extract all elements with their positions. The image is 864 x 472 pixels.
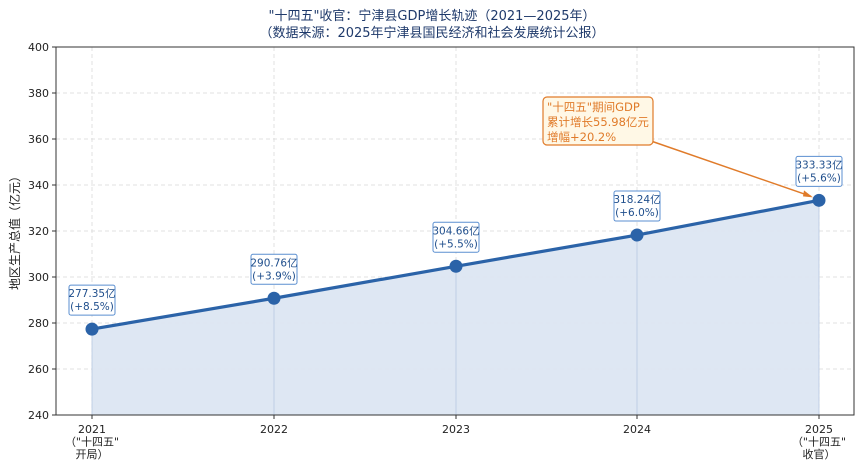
y-tick-label: 280	[28, 317, 49, 330]
data-label-box	[250, 253, 298, 285]
data-label-text: (+3.9%)	[252, 270, 296, 282]
x-tick-label: 2023	[442, 423, 470, 436]
data-label-text: 318.24亿	[613, 193, 660, 206]
data-label-text: (+6.0%)	[615, 207, 659, 219]
data-label: 304.66亿(+5.5%)	[432, 221, 480, 253]
data-label: 277.35亿(+8.5%)	[68, 284, 116, 316]
y-axis-label: 地区生产总值（亿元）	[7, 170, 22, 290]
y-tick-label: 400	[28, 41, 49, 54]
chart-title: "十四五"收官：宁津县GDP增长轨迹（2021—2025年）	[268, 8, 595, 24]
data-point	[630, 228, 644, 242]
y-tick-label: 360	[28, 133, 49, 146]
x-tick-label: 2021 （"十四五"开局）	[65, 423, 119, 461]
data-label-box	[795, 155, 843, 187]
data-label-box	[432, 221, 480, 253]
y-tick-label: 240	[28, 409, 49, 422]
annotation-arrow	[650, 140, 812, 198]
annotation-box	[542, 96, 654, 146]
data-label: 318.24亿(+6.0%)	[613, 190, 661, 222]
data-point	[449, 259, 463, 273]
data-label-text: (+5.5%)	[434, 238, 478, 250]
data-label-text: 277.35亿	[68, 287, 115, 300]
y-tick-label: 320	[28, 225, 49, 238]
y-tick-label: 340	[28, 179, 49, 192]
y-tick-label: 300	[28, 271, 49, 284]
x-tick-label: 2022	[260, 423, 288, 436]
data-label-text: (+5.6%)	[797, 172, 841, 184]
data-label-text: (+8.5%)	[70, 301, 114, 313]
data-label-box	[68, 284, 116, 316]
data-label-text: 304.66亿	[432, 224, 479, 237]
data-label-box	[613, 190, 661, 222]
data-point	[85, 322, 99, 336]
annotation-arrowhead	[803, 190, 813, 198]
plot-frame	[55, 46, 855, 416]
data-point	[267, 291, 281, 305]
data-point	[812, 193, 826, 207]
annotation-text: 累计增长55.98亿元	[547, 115, 649, 129]
x-tick-label: 2024	[623, 423, 651, 436]
data-label: 333.33亿(+5.6%)	[795, 155, 843, 187]
x-tick-label: 2025 （"十四五"收官）	[792, 423, 846, 461]
data-label-text: 333.33亿	[795, 158, 842, 171]
y-tick-label: 380	[28, 87, 49, 100]
y-tick-label: 260	[28, 363, 49, 376]
data-label: 290.76亿(+3.9%)	[250, 253, 298, 285]
chart-subtitle: （数据来源：2025年宁津县国民经济和社会发展统计公报）	[259, 25, 604, 41]
data-label-text: 290.76亿	[250, 256, 297, 269]
annotation-text: "十四五"期间GDP	[547, 100, 640, 114]
annotation-text: 增幅+20.2%	[547, 130, 616, 144]
